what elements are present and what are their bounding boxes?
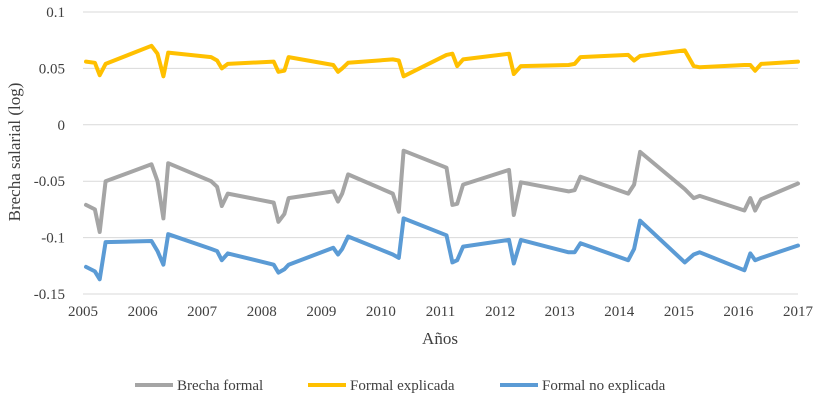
series-line-formal-no-explicada xyxy=(84,216,800,282)
legend-label-brecha-formal: Brecha formal xyxy=(177,378,263,394)
x-axis-title: Años xyxy=(422,329,458,348)
y-tick-label: 0.05 xyxy=(39,61,65,77)
x-tick-label: 2017 xyxy=(783,304,814,320)
series-lines xyxy=(84,43,800,282)
x-tick-label: 2012 xyxy=(485,304,515,320)
x-tick-label: 2014 xyxy=(604,304,635,320)
x-axis-ticks: 2005 2006 2007 2008 2009 2010 2011 2012 2013 2014… xyxy=(68,304,814,320)
y-tick-label: -0.1 xyxy=(41,231,65,247)
x-tick-label: 2015 xyxy=(664,304,694,320)
legend: Brecha formal Formal explicada Formal no e… xyxy=(135,378,666,394)
series-line-brecha-formal xyxy=(84,148,800,234)
x-tick-label: 2007 xyxy=(187,304,218,320)
x-tick-label: 2006 xyxy=(128,304,159,320)
legend-label-formal-explicada: Formal explicada xyxy=(350,378,455,394)
y-axis-title: Brecha salarial (log) xyxy=(5,83,24,222)
x-tick-label: 2008 xyxy=(247,304,277,320)
y-tick-label: -0.15 xyxy=(34,287,65,303)
series-line-formal-explicada xyxy=(84,43,800,79)
legend-label-formal-no-explicada: Formal no explicada xyxy=(542,378,666,394)
x-tick-label: 2011 xyxy=(426,304,455,320)
y-tick-label: -0.05 xyxy=(34,174,65,190)
gridlines xyxy=(83,11,798,239)
x-tick-label: 2013 xyxy=(545,304,575,320)
x-tick-label: 2010 xyxy=(366,304,396,320)
y-tick-label: 0 xyxy=(58,118,66,134)
x-tick-label: 2005 xyxy=(68,304,98,320)
x-tick-label: 2009 xyxy=(306,304,336,320)
y-axis-ticks: 0.1 0.05 0 -0.05 -0.1 -0.15 xyxy=(34,5,65,303)
y-tick-label: 0.1 xyxy=(46,5,65,21)
x-tick-label: 2016 xyxy=(723,304,754,320)
